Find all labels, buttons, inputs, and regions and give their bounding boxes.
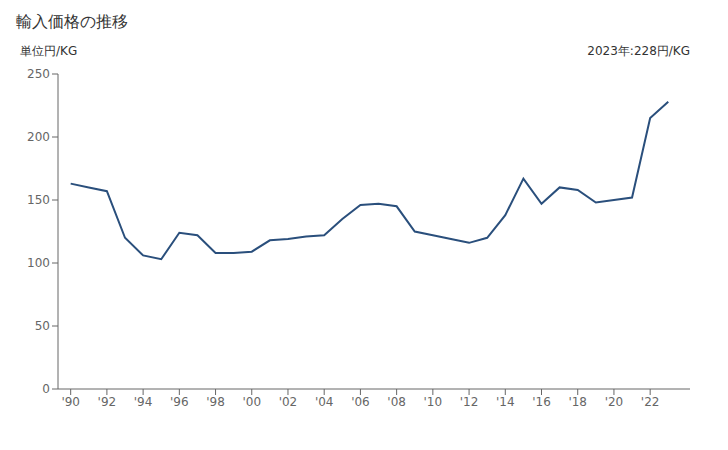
svg-text:'00: '00 <box>242 395 261 409</box>
svg-text:250: 250 <box>27 67 50 81</box>
svg-text:'94: '94 <box>134 395 153 409</box>
svg-text:'08: '08 <box>387 395 406 409</box>
svg-text:'96: '96 <box>170 395 189 409</box>
svg-text:'92: '92 <box>98 395 117 409</box>
svg-text:150: 150 <box>27 193 50 207</box>
svg-text:'20: '20 <box>605 395 624 409</box>
svg-text:'22: '22 <box>641 395 660 409</box>
svg-text:100: 100 <box>27 256 50 270</box>
svg-text:200: 200 <box>27 130 50 144</box>
svg-text:'06: '06 <box>351 395 370 409</box>
svg-text:'12: '12 <box>460 395 479 409</box>
html-text:2023年:228円/KG: 2023年:228円/KG <box>587 44 690 58</box>
svg-text:'90: '90 <box>61 395 80 409</box>
svg-text:50: 50 <box>35 319 50 333</box>
svg-text:'18: '18 <box>568 395 587 409</box>
svg-text:'02: '02 <box>279 395 298 409</box>
svg-text:'16: '16 <box>532 395 551 409</box>
svg-text:'04: '04 <box>315 395 334 409</box>
svg-text:'10: '10 <box>424 395 443 409</box>
html-text:単位円/KG: 単位円/KG <box>20 44 78 58</box>
svg-text:'98: '98 <box>206 395 225 409</box>
svg-text:'14: '14 <box>496 395 515 409</box>
svg-text:0: 0 <box>42 382 50 396</box>
html-text:輸入価格の推移: 輸入価格の推移 <box>16 12 128 31</box>
